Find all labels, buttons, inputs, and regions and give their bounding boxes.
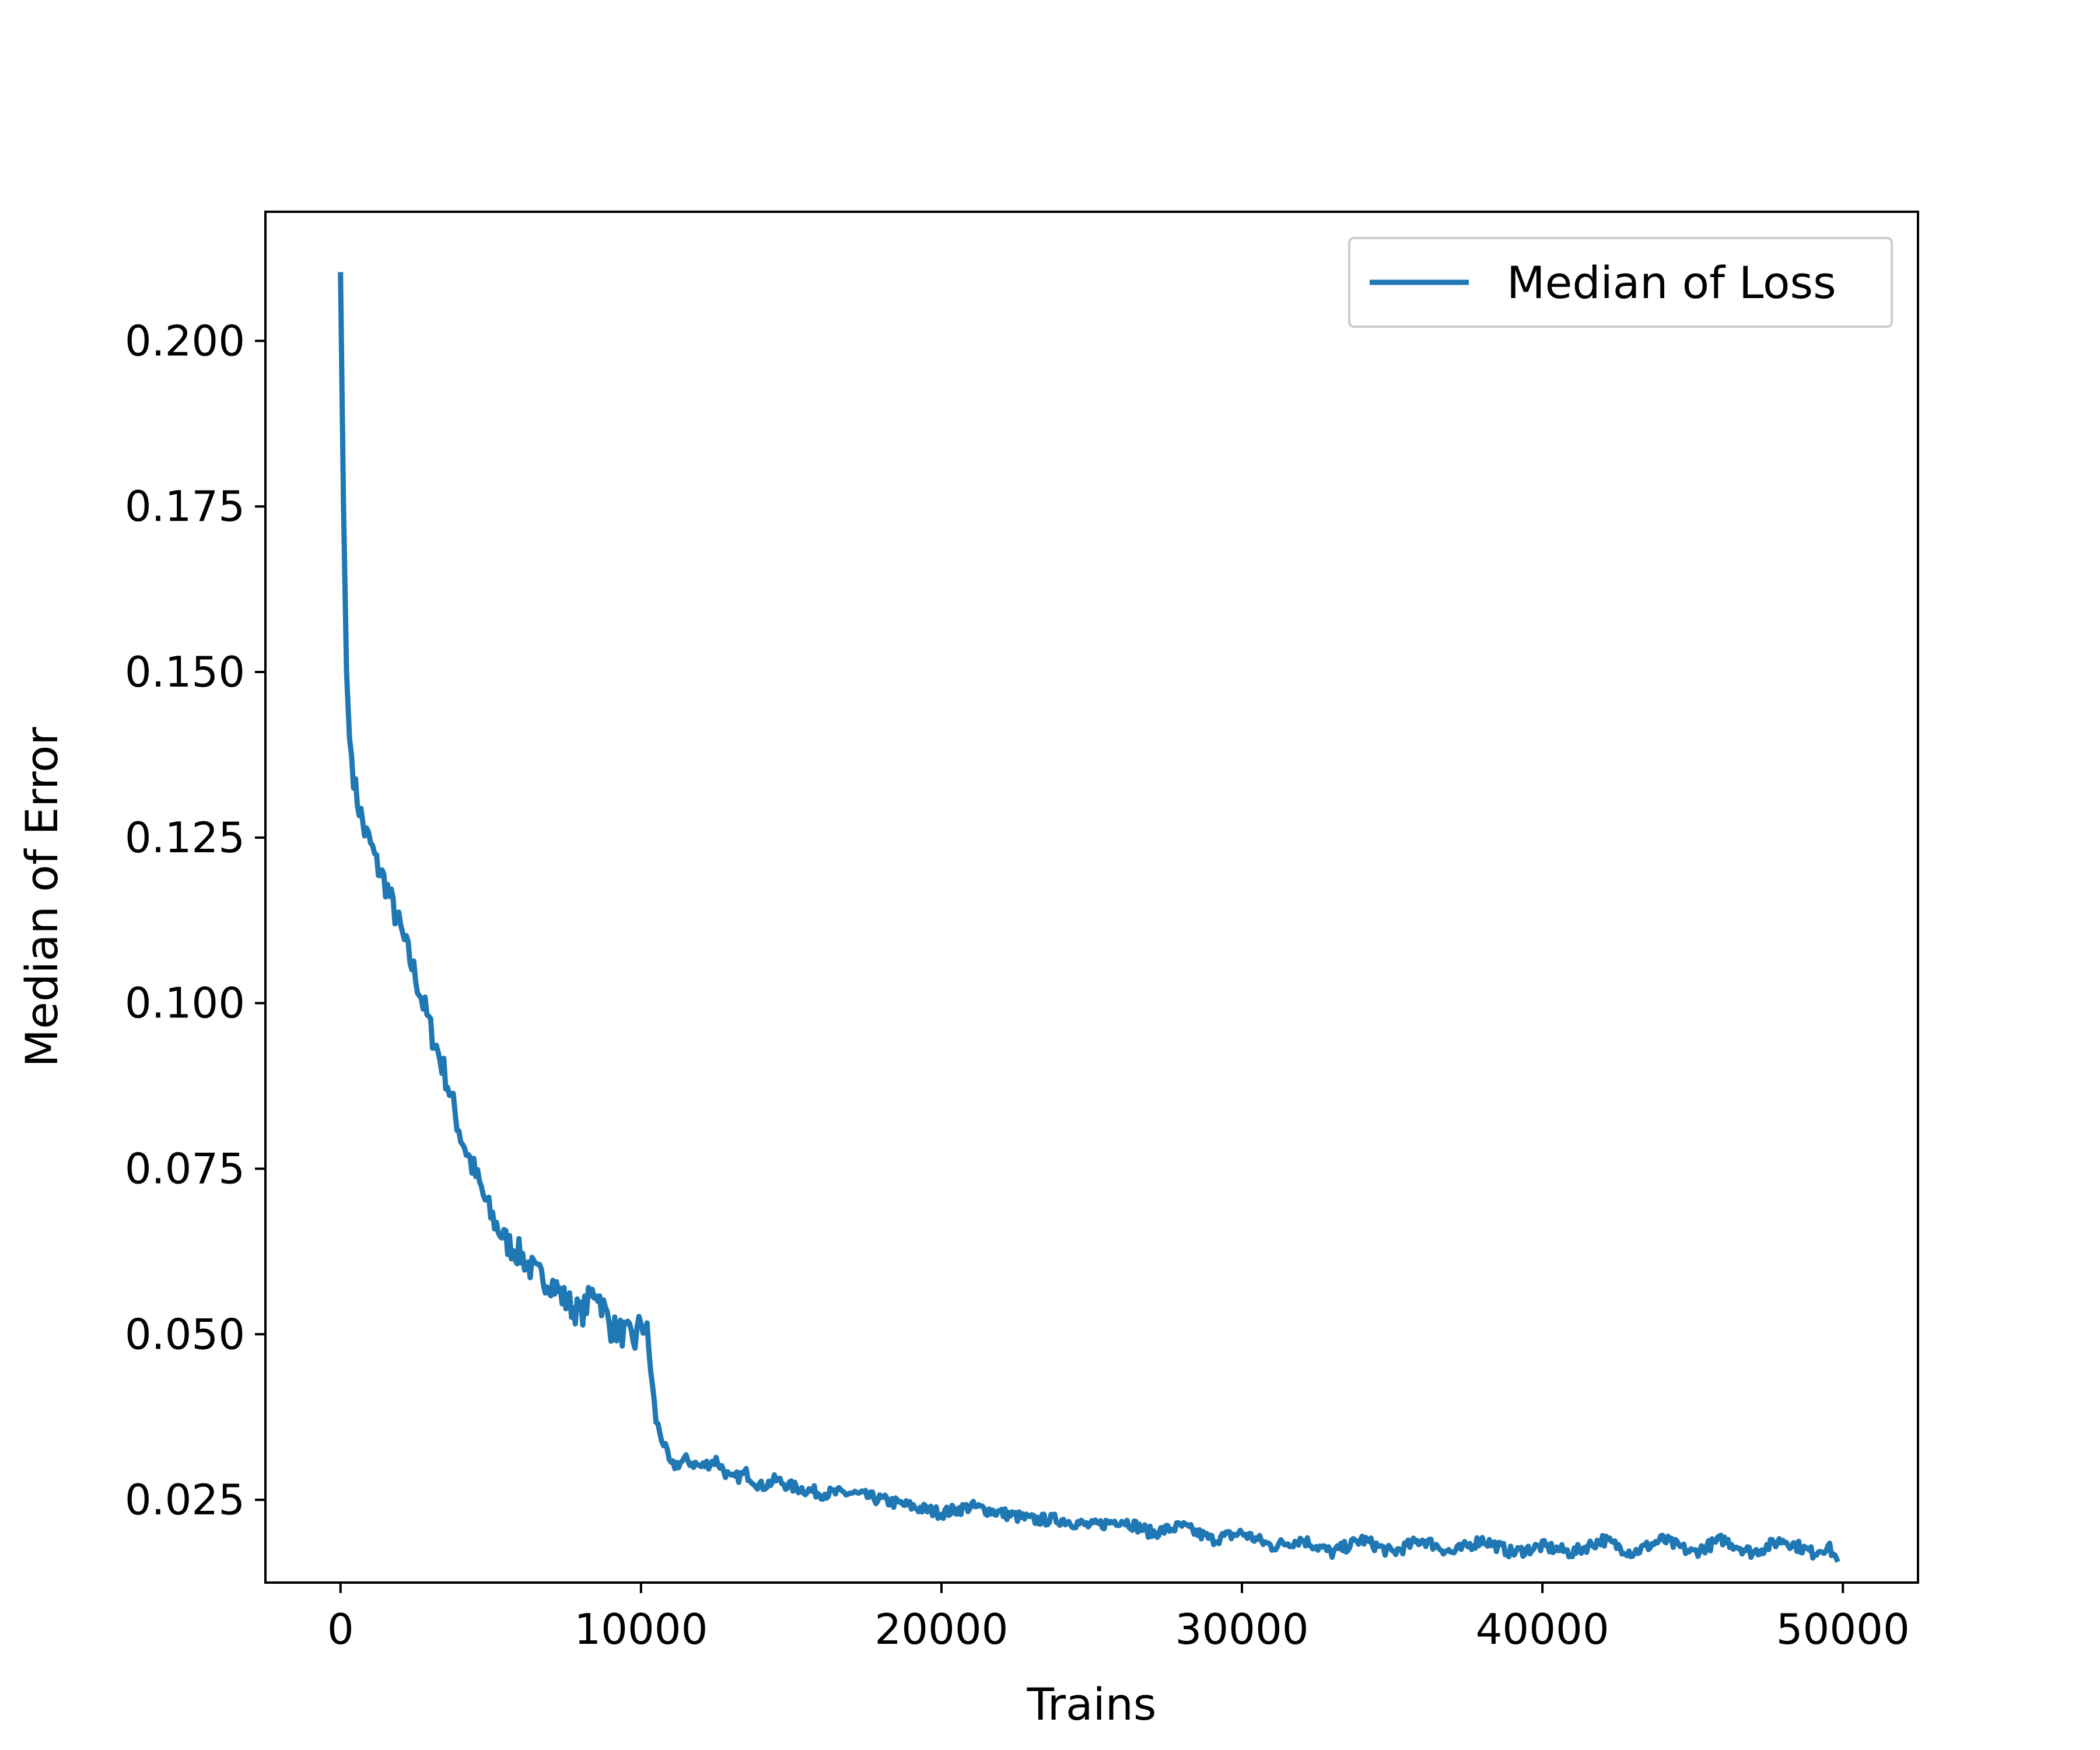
y-tick-label: 0.125 [125,813,245,862]
y-tick-label: 0.050 [125,1310,245,1359]
y-tick-label: 0.150 [125,648,245,696]
y-tick-label: 0.200 [125,316,245,365]
x-axis-label: Trains [1027,1678,1157,1730]
y-tick-label: 0.025 [125,1475,245,1524]
series-line-median-of-loss [338,272,1840,1563]
x-axis: 0 10000 20000 30000 40000 50000 [327,1583,1910,1654]
x-tick-label: 30000 [1175,1605,1309,1654]
y-axis: 0.025 0.050 0.075 0.100 0.125 0.150 0.175 0.200 [125,316,265,1524]
x-tick-label: 40000 [1476,1605,1609,1654]
x-tick-label: 20000 [874,1605,1008,1654]
legend-box [1348,237,1893,328]
y-tick-label: 0.175 [125,482,245,531]
x-tick-label: 50000 [1776,1605,1910,1654]
plot-area [338,272,1840,1563]
axes-frame [264,211,1919,1584]
y-axis-label: Median of Error [16,727,68,1068]
x-tick-label: 10000 [574,1605,708,1654]
x-tick-label: 0 [327,1605,354,1654]
y-tick-label: 0.100 [125,979,245,1028]
y-tick-label: 0.075 [125,1144,245,1193]
legend: Median of Loss [1348,237,1893,328]
legend-label-median-of-loss: Median of Loss [1507,257,1836,309]
